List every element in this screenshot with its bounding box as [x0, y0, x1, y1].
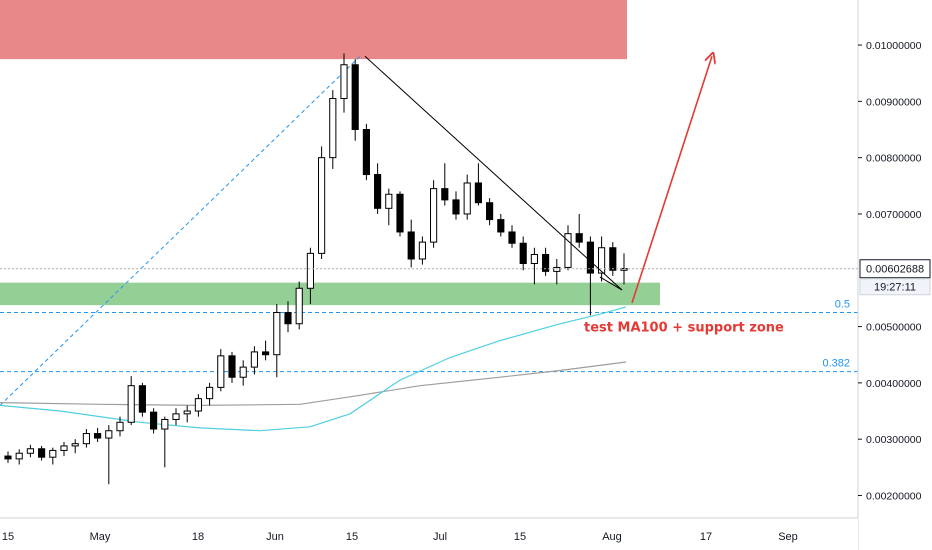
candle-body: [374, 174, 382, 209]
time-axis[interactable]: 15 May 18 Jun 15 Jul 15 Aug 17 Sep: [2, 531, 798, 543]
candle-body: [127, 385, 135, 423]
x-tick-label: Jun: [266, 531, 284, 543]
candle-body: [542, 253, 550, 272]
y-tick-label: 0.00500000: [866, 322, 922, 334]
candle-body: [598, 247, 606, 274]
candle-body: [430, 188, 438, 243]
price-axis[interactable]: 0.01000000 0.00900000 0.00800000 0.00700000…: [858, 40, 922, 502]
candle-body: [138, 385, 146, 413]
candle-body: [150, 411, 158, 430]
candle-body: [105, 430, 113, 439]
fib-level-label: 0.382: [822, 358, 850, 370]
candle-body: [194, 398, 202, 412]
candle-body: [239, 366, 247, 378]
x-tick-label: 15: [514, 531, 526, 543]
candle-body: [161, 418, 169, 430]
candle-body: [564, 233, 572, 268]
candle-body: [71, 443, 79, 447]
y-tick-label: 0.00700000: [866, 209, 922, 221]
x-tick-label: 17: [700, 531, 712, 543]
candle-body: [116, 421, 124, 432]
y-tick-label: 0.00400000: [866, 378, 922, 390]
candle-body: [396, 193, 404, 233]
countdown-timer: 19:27:11: [874, 282, 916, 294]
candle-body: [94, 433, 102, 439]
support-zone: [0, 282, 660, 306]
y-tick-label: 0.00900000: [866, 96, 922, 108]
resistance-zone: [0, 0, 627, 60]
candle-body: [418, 241, 426, 260]
candle-body: [385, 193, 393, 209]
candle-body: [26, 448, 34, 454]
candle-body: [553, 266, 561, 272]
candle-body: [452, 199, 460, 215]
candle-body: [306, 252, 314, 289]
x-tick-label: Sep: [778, 531, 798, 543]
candle-body: [340, 64, 348, 100]
projection-arrow: [631, 56, 712, 304]
candle-body: [4, 455, 12, 460]
candle-body: [463, 182, 471, 215]
x-tick-label: 15: [2, 531, 14, 543]
candle-body: [183, 410, 191, 415]
last-price-badge: 0.00602688 19:27:11: [859, 259, 931, 296]
fib-level-label: 0.5: [835, 298, 850, 310]
candle-body: [486, 202, 494, 221]
x-tick-label: May: [90, 531, 111, 543]
time-axis-area: [0, 518, 858, 550]
candle-body: [250, 351, 258, 368]
x-tick-label: 18: [192, 531, 204, 543]
candle-body: [519, 242, 527, 265]
candles: [4, 53, 628, 485]
candle-body: [273, 311, 281, 356]
candle-body: [407, 231, 415, 260]
support-trend-line: [599, 276, 623, 291]
x-tick-label: 15: [346, 531, 358, 543]
candle-body: [284, 311, 292, 325]
ma100-line: [0, 306, 627, 432]
candle-body: [15, 452, 23, 460]
x-tick-label: Jul: [433, 531, 447, 543]
candle-body: [206, 386, 214, 400]
x-tick-label: Aug: [602, 531, 622, 543]
candle-body: [60, 445, 68, 451]
y-tick-label: 0.00300000: [866, 434, 922, 446]
candle-body: [329, 98, 337, 159]
candle-body: [262, 351, 270, 356]
candle-body: [295, 287, 303, 325]
y-tick-label: 0.01000000: [866, 40, 922, 52]
candle-body: [172, 413, 180, 420]
candle-body: [441, 188, 449, 201]
candle-body: [575, 233, 583, 243]
candle-body: [362, 129, 370, 176]
candle-body: [609, 247, 617, 271]
candle-body: [318, 157, 326, 254]
y-tick-label: 0.00200000: [866, 490, 922, 502]
candle-body: [217, 355, 225, 388]
candle-body: [530, 253, 538, 265]
candle-body: [228, 355, 236, 378]
candle-body: [49, 449, 57, 458]
annotation-text: test MA100 + support zone: [584, 321, 784, 336]
downtrend-line: [364, 55, 623, 291]
fib-levels: 0.5 0.382: [0, 298, 858, 373]
candle-body: [82, 433, 90, 445]
candle-body: [497, 219, 505, 233]
candle-body: [586, 241, 594, 274]
candle-body: [351, 64, 359, 130]
candle-body: [474, 182, 482, 204]
y-tick-label: 0.00800000: [866, 153, 922, 165]
candle-body: [508, 231, 516, 244]
candle-body: [38, 448, 46, 458]
last-price-value: 0.00602688: [866, 264, 924, 276]
